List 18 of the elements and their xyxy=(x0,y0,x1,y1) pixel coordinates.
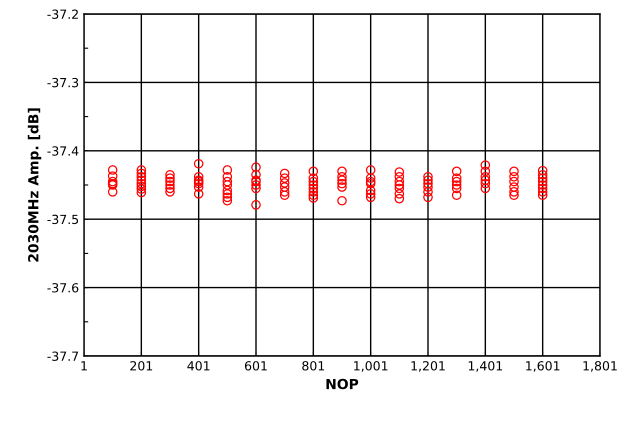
y-tick-label: -37.5 xyxy=(47,214,78,224)
x-tick-label: 201 xyxy=(130,361,152,371)
y-tick-label: -37.7 xyxy=(47,351,78,361)
x-tick-label: 1,001 xyxy=(354,361,388,372)
y-tick-label: -37.3 xyxy=(47,78,78,88)
x-tick-label: 1,601 xyxy=(526,361,560,372)
x-tick-label: 1 xyxy=(81,361,87,370)
y-axis-title: 2030MHz Amp. [dB] xyxy=(28,108,42,262)
x-tick-label: 401 xyxy=(187,361,210,371)
x-tick-label: 801 xyxy=(302,361,324,371)
x-tick-label: 601 xyxy=(244,361,267,371)
y-tick-label: -37.2 xyxy=(47,9,78,19)
x-tick-label: 1,201 xyxy=(411,361,445,372)
x-axis-title: NOP xyxy=(326,378,358,390)
y-tick-label: -37.4 xyxy=(47,146,78,156)
x-tick-label: 1,801 xyxy=(583,361,617,372)
x-tick-label: 1,401 xyxy=(468,361,502,372)
y-tick-label: -37.6 xyxy=(47,283,78,293)
